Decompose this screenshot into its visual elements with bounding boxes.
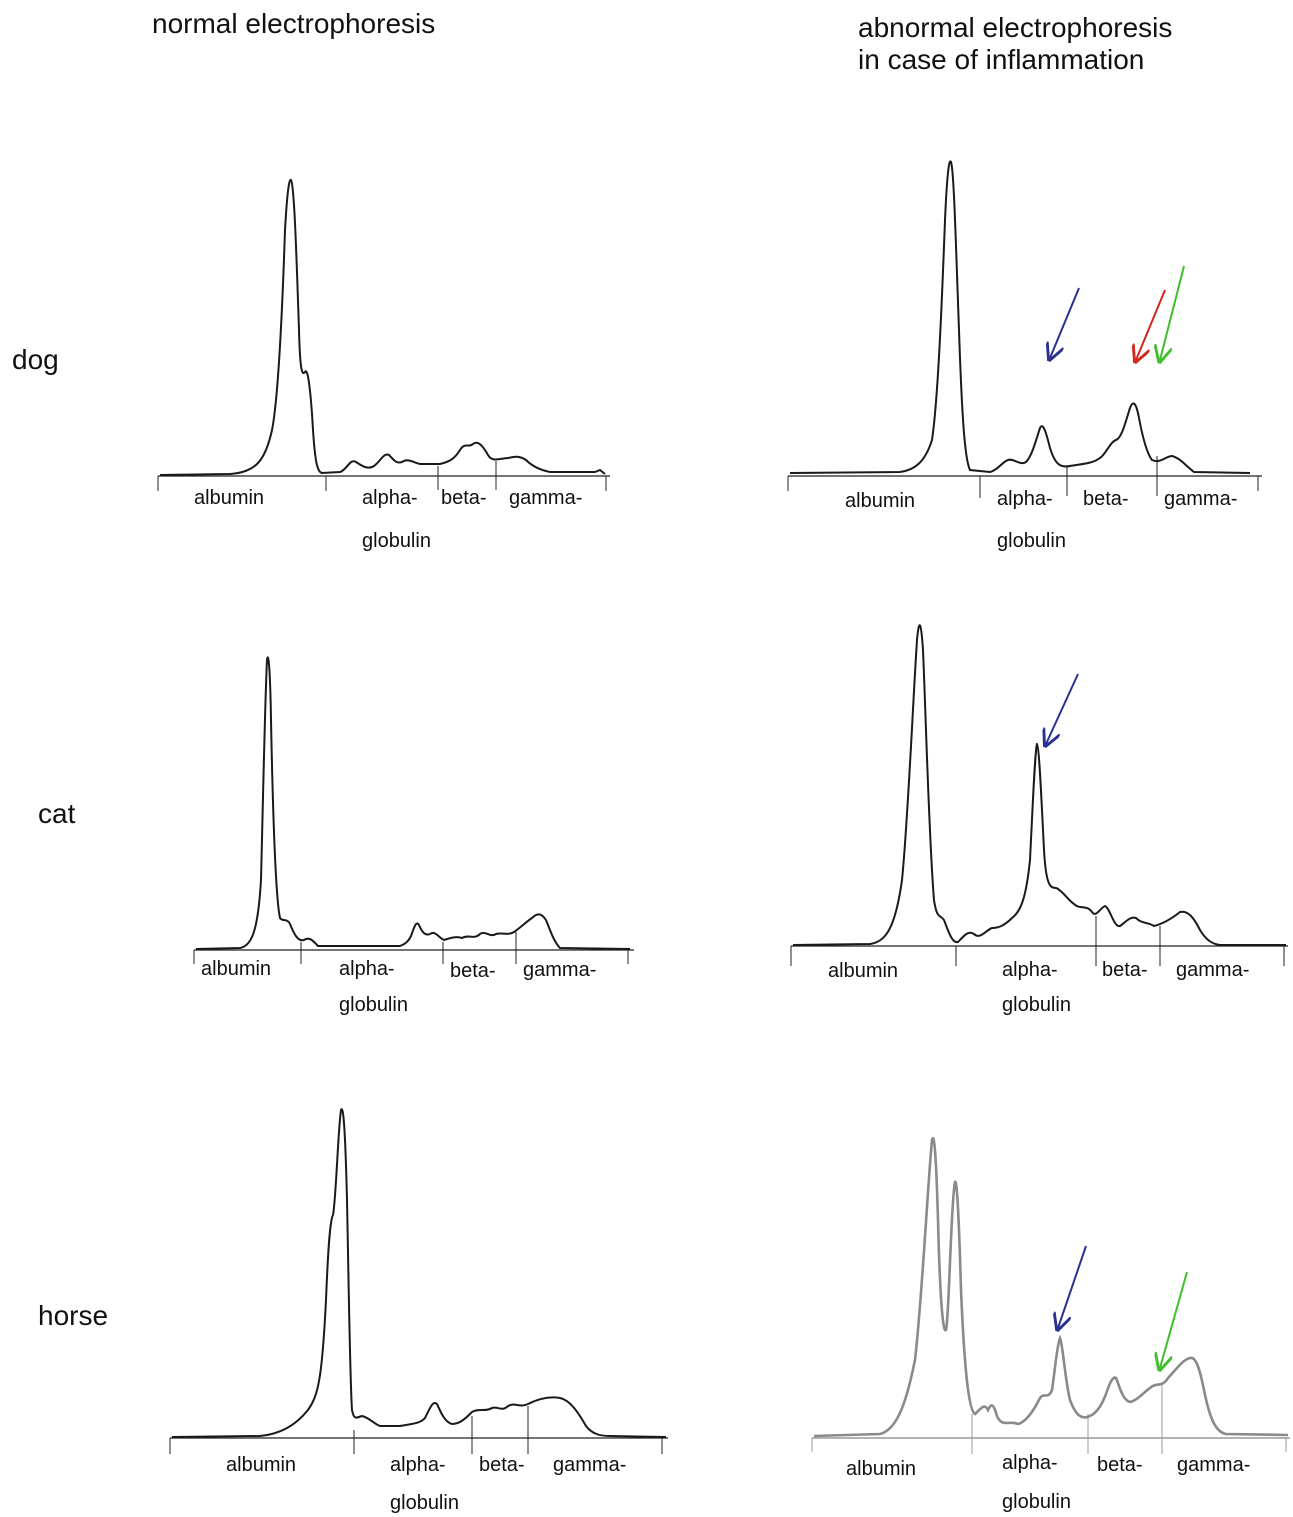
arrow-red xyxy=(1136,289,1166,360)
fraction-label-alpha: alpha- xyxy=(1002,959,1058,981)
title-normal-text: normal electrophoresis xyxy=(152,8,436,39)
fraction-label-globulin: globulin xyxy=(997,530,1066,552)
trace xyxy=(813,1137,1289,1438)
fraction-label-albumin: albumin xyxy=(194,487,264,509)
arrow-green xyxy=(1160,265,1185,360)
fraction-label-albumin: albumin xyxy=(845,490,915,512)
fraction-label-beta: beta- xyxy=(441,487,487,509)
fraction-label-gamma: gamma- xyxy=(509,487,582,509)
panel-dog-normal: albumin alpha- globulin beta- gamma- xyxy=(157,178,610,552)
fraction-label-gamma: gamma- xyxy=(1164,488,1237,510)
fraction-label-beta: beta- xyxy=(1102,959,1148,981)
title-abnormal-line2: in case of inflammation xyxy=(858,44,1145,75)
fraction-label-gamma: gamma- xyxy=(553,1454,626,1476)
fraction-label-albumin: albumin xyxy=(201,958,271,980)
arrow-blue xyxy=(1046,673,1079,744)
fraction-label-gamma: gamma- xyxy=(1176,959,1249,981)
fraction-label-globulin: globulin xyxy=(1002,994,1071,1016)
fraction-label-beta: beta- xyxy=(1083,488,1129,510)
trace xyxy=(159,178,606,476)
fraction-label-globulin: globulin xyxy=(362,530,431,552)
arrow-blue xyxy=(1050,287,1080,358)
fraction-label-albumin: albumin xyxy=(226,1454,296,1476)
fraction-label-beta: beta- xyxy=(450,960,496,982)
panel-cat-normal: albumin alpha- globulin beta- gamma- xyxy=(193,656,634,1016)
trace xyxy=(792,624,1286,946)
column-title-abnormal: abnormal electrophoresis in case of infl… xyxy=(858,12,1172,76)
panel-cat-abnormal: albumin alpha- globulin beta- gamma- xyxy=(790,624,1288,1016)
fraction-label-alpha: alpha- xyxy=(997,488,1053,510)
arrow-blue xyxy=(1058,1245,1087,1328)
title-abnormal-line1: abnormal electrophoresis xyxy=(858,12,1173,43)
fraction-label-beta: beta- xyxy=(1097,1454,1143,1476)
row-label-horse: horse xyxy=(38,1300,109,1331)
fraction-label-gamma: gamma- xyxy=(523,959,596,981)
column-title-normal: normal electrophoresis xyxy=(152,8,435,40)
panel-dog-abnormal: albumin alpha- globulin beta- gamma- xyxy=(787,160,1262,552)
trace xyxy=(195,656,631,950)
fraction-label-alpha: alpha- xyxy=(1002,1452,1058,1474)
fraction-label-alpha: alpha- xyxy=(390,1454,446,1476)
panel-horse-abnormal: albumin alpha- globulin beta- gamma- xyxy=(811,1137,1290,1513)
fraction-label-gamma: gamma- xyxy=(1177,1454,1250,1476)
arrow-green xyxy=(1160,1271,1188,1368)
panel-horse-normal: albumin alpha- globulin beta- gamma- xyxy=(169,1108,668,1514)
fraction-label-alpha: alpha- xyxy=(362,487,418,509)
fraction-label-beta: beta- xyxy=(479,1454,525,1476)
fraction-label-albumin: albumin xyxy=(846,1458,916,1480)
fraction-label-globulin: globulin xyxy=(339,994,408,1016)
trace xyxy=(789,160,1251,474)
fraction-label-albumin: albumin xyxy=(828,960,898,982)
fraction-label-globulin: globulin xyxy=(390,1492,459,1514)
row-label-dog: dog xyxy=(12,344,59,375)
row-label-cat: cat xyxy=(38,798,76,829)
trace xyxy=(171,1108,667,1438)
fraction-label-alpha: alpha- xyxy=(339,958,395,980)
fraction-label-globulin: globulin xyxy=(1002,1491,1071,1513)
